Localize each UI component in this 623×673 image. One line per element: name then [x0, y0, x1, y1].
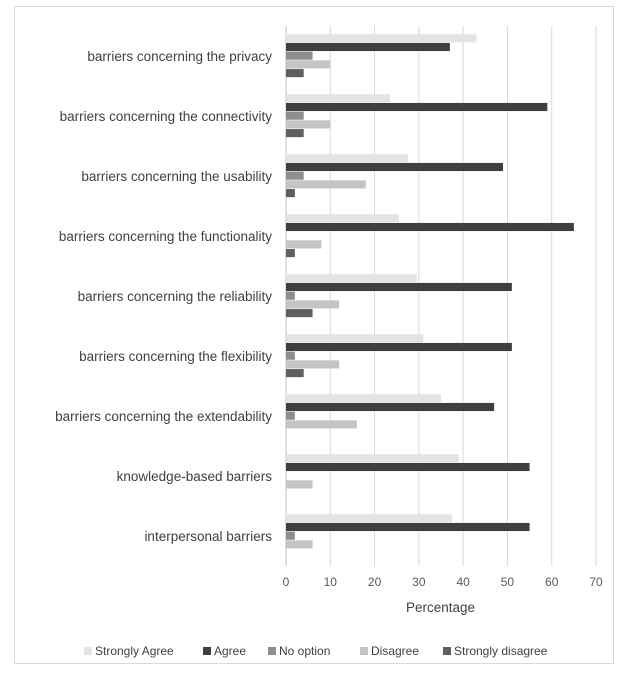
- bar: [286, 60, 331, 69]
- bar: [286, 240, 322, 249]
- bars: [286, 34, 574, 549]
- bar: [286, 34, 477, 43]
- category-label: barriers concerning the flexibility: [79, 349, 272, 364]
- bar: [286, 462, 530, 472]
- bar: [286, 480, 313, 489]
- bar: [286, 274, 417, 283]
- x-tick-labels: 0 10 20 30 40 50 60 70: [283, 575, 603, 589]
- bar: [286, 514, 453, 523]
- bar: [286, 522, 530, 532]
- bar: [286, 394, 441, 403]
- bar: [286, 42, 450, 52]
- legend-label: Strongly disagree: [454, 644, 548, 658]
- legend-swatch: [268, 647, 276, 655]
- x-tick-label: 0: [283, 575, 290, 589]
- category-label: barriers concerning the connectivity: [60, 109, 273, 124]
- category-label: interpersonal barriers: [144, 529, 272, 544]
- category-label: barriers concerning the functionality: [59, 229, 272, 244]
- category-labels: barriers concerning the privacy barriers …: [55, 49, 272, 544]
- category-label: barriers concerning the extendability: [55, 409, 272, 424]
- category-label: knowledge-based barriers: [117, 469, 273, 484]
- bar: [286, 51, 313, 60]
- bar: [286, 411, 295, 420]
- legend-label: Strongly Agree: [95, 644, 174, 658]
- category-label: barriers concerning the reliability: [78, 289, 273, 304]
- legend-swatch: [203, 647, 211, 655]
- x-tick-label: 30: [412, 575, 426, 589]
- bar: [286, 454, 459, 463]
- bar: [286, 171, 304, 180]
- bar: [286, 342, 512, 352]
- bar: [286, 291, 295, 300]
- bar: [286, 94, 391, 103]
- legend: Strongly Agree Agree No option Disagree Stro…: [84, 644, 548, 658]
- x-tick-label: 20: [368, 575, 382, 589]
- bar: [286, 111, 304, 120]
- bar: [286, 360, 340, 369]
- bar: [286, 102, 548, 112]
- x-tick-label: 10: [324, 575, 338, 589]
- bar: [286, 120, 331, 129]
- bar: [286, 300, 340, 309]
- bar: [286, 154, 408, 163]
- x-tick-label: 50: [501, 575, 515, 589]
- bar: [286, 249, 295, 258]
- bar: [286, 309, 313, 318]
- bar: [286, 214, 399, 223]
- bar: [286, 402, 495, 412]
- legend-swatch: [360, 647, 368, 655]
- legend-label: Agree: [214, 644, 246, 658]
- bar: [286, 129, 304, 138]
- bar: [286, 369, 304, 378]
- bar: [286, 540, 313, 549]
- x-tick-label: 70: [589, 575, 603, 589]
- legend-swatch: [443, 647, 451, 655]
- category-label: barriers concerning the privacy: [87, 49, 272, 64]
- legend-label: Disagree: [371, 644, 419, 658]
- bar: [286, 420, 357, 429]
- category-label: barriers concerning the usability: [81, 169, 272, 184]
- bar: [286, 531, 295, 540]
- bar: [286, 69, 304, 78]
- x-tick-label: 60: [545, 575, 559, 589]
- legend-label: No option: [279, 644, 330, 658]
- legend-swatch: [84, 647, 92, 655]
- bar: [286, 189, 295, 198]
- bar: [286, 222, 574, 232]
- x-tick-label: 40: [456, 575, 470, 589]
- bar: [286, 334, 424, 343]
- bar: [286, 351, 295, 360]
- bar: [286, 162, 503, 172]
- x-axis-title: Percentage: [406, 600, 475, 615]
- bar: [286, 282, 512, 292]
- bar: [286, 180, 366, 189]
